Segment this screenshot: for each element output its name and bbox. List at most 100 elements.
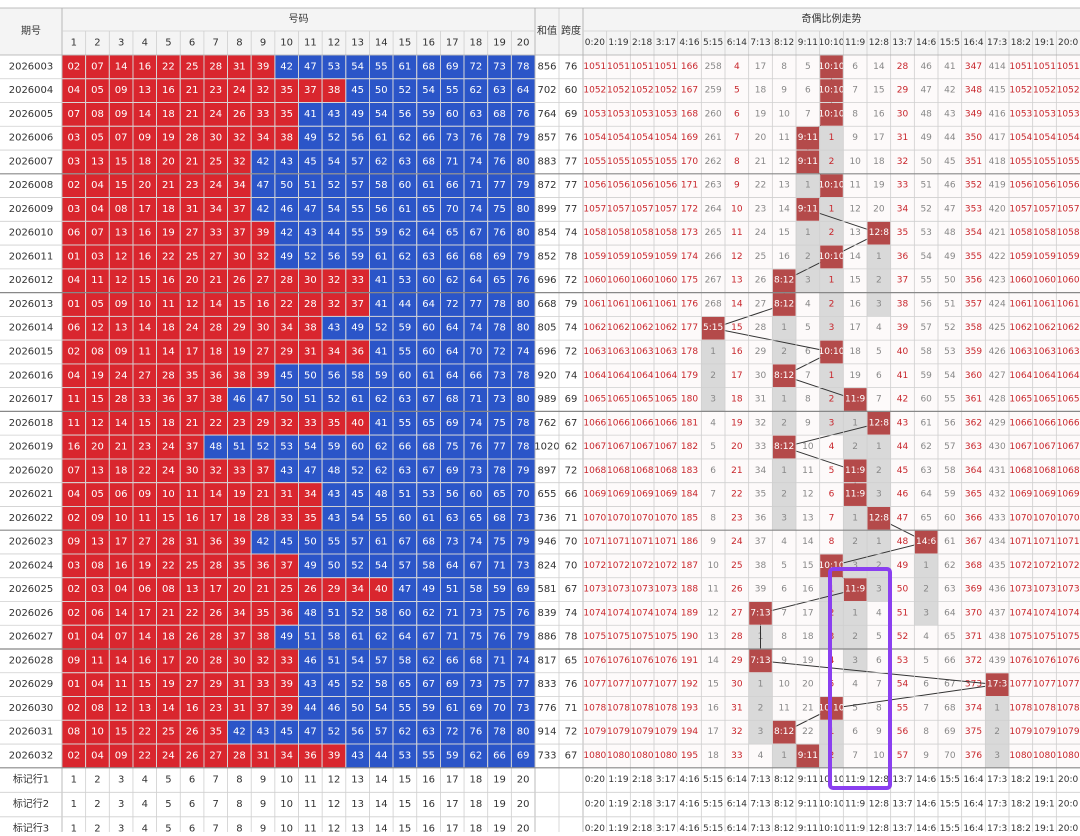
number: 23 bbox=[209, 703, 222, 714]
number: 63 bbox=[422, 251, 435, 262]
omission: 436 bbox=[989, 585, 1006, 595]
number: 28 bbox=[115, 394, 128, 405]
number-col-label: 17 bbox=[446, 38, 459, 49]
number: 17 bbox=[115, 537, 128, 548]
omission: 7 bbox=[852, 86, 858, 96]
number: 12 bbox=[186, 299, 199, 310]
omission: 29 bbox=[897, 86, 909, 96]
omission: 29 bbox=[731, 656, 743, 666]
omission: 350 bbox=[965, 133, 982, 143]
omission: 169 bbox=[681, 133, 698, 143]
number: 28 bbox=[280, 275, 293, 286]
period: 2026032 bbox=[9, 750, 54, 761]
number: 65 bbox=[493, 489, 506, 500]
omission: 1 bbox=[829, 371, 835, 381]
number: 09 bbox=[91, 513, 104, 524]
marker-number: 13 bbox=[351, 799, 364, 810]
number: 51 bbox=[328, 655, 341, 666]
number: 16 bbox=[67, 442, 80, 453]
span: 71 bbox=[565, 703, 578, 714]
number: 22 bbox=[280, 299, 293, 310]
number: 61 bbox=[375, 537, 388, 548]
omission: 1067 bbox=[1009, 442, 1032, 452]
number: 58 bbox=[375, 679, 388, 690]
omission: 9 bbox=[781, 86, 787, 96]
omission: 185 bbox=[681, 513, 698, 523]
omission: 18 bbox=[731, 395, 743, 405]
hit-cell bbox=[867, 506, 891, 530]
number: 66 bbox=[493, 750, 506, 761]
number: 29 bbox=[209, 679, 222, 690]
number: 17 bbox=[138, 608, 151, 619]
marker-number: 18 bbox=[470, 799, 483, 810]
omission: 1065 bbox=[1033, 395, 1056, 405]
omission: 1073 bbox=[631, 585, 654, 595]
number: 35 bbox=[233, 560, 246, 571]
hit-cell bbox=[796, 126, 820, 150]
number: 52 bbox=[328, 394, 341, 405]
number: 68 bbox=[422, 61, 435, 72]
number: 09 bbox=[115, 347, 128, 358]
marker-number: 8 bbox=[236, 824, 242, 832]
omission: 353 bbox=[965, 204, 982, 214]
omission: 4 bbox=[876, 608, 882, 618]
omission: 4 bbox=[758, 751, 764, 761]
number: 38 bbox=[328, 85, 341, 96]
number: 61 bbox=[399, 61, 412, 72]
number-col-label: 19 bbox=[493, 38, 506, 49]
number: 25 bbox=[280, 584, 293, 595]
number: 28 bbox=[209, 632, 222, 643]
number: 34 bbox=[233, 608, 246, 619]
marker-ratio: 17:3 bbox=[987, 824, 1007, 832]
marker-number: 11 bbox=[304, 799, 317, 810]
number: 19 bbox=[233, 489, 246, 500]
span: 69 bbox=[565, 109, 578, 120]
marker-number: 10 bbox=[280, 799, 293, 810]
marker-number: 11 bbox=[304, 775, 317, 786]
span: 78 bbox=[565, 632, 578, 643]
hit-ratio: 10:10 bbox=[819, 86, 845, 96]
omission: 1080 bbox=[1009, 751, 1032, 761]
number: 24 bbox=[209, 109, 222, 120]
number: 78 bbox=[493, 465, 506, 476]
number: 38 bbox=[257, 632, 270, 643]
number: 13 bbox=[186, 584, 199, 595]
omission: 48 bbox=[944, 228, 956, 238]
number: 56 bbox=[446, 489, 459, 500]
number: 75 bbox=[446, 442, 459, 453]
omission: 6 bbox=[876, 656, 882, 666]
marker-number: 13 bbox=[351, 824, 364, 832]
number: 65 bbox=[422, 418, 435, 429]
number: 45 bbox=[304, 156, 317, 167]
omission: 414 bbox=[989, 62, 1006, 72]
number: 71 bbox=[446, 608, 459, 619]
marker-ratio: 10:10 bbox=[819, 824, 845, 832]
marker-ratio: 11:9 bbox=[845, 775, 865, 785]
period: 2026008 bbox=[9, 180, 54, 191]
marker-ratio: 12:8 bbox=[869, 824, 889, 832]
omission: 68 bbox=[944, 703, 956, 713]
number: 16 bbox=[162, 275, 175, 286]
number: 09 bbox=[115, 750, 128, 761]
number: 09 bbox=[115, 299, 128, 310]
number: 80 bbox=[517, 323, 530, 334]
omission: 438 bbox=[989, 632, 1006, 642]
number-col-label: 14 bbox=[375, 38, 388, 49]
number: 01 bbox=[67, 632, 80, 643]
number: 74 bbox=[517, 655, 530, 666]
number: 77 bbox=[493, 180, 506, 191]
number: 55 bbox=[351, 228, 364, 239]
omission: 1072 bbox=[1057, 561, 1080, 571]
number: 76 bbox=[517, 109, 530, 120]
number: 21 bbox=[162, 608, 175, 619]
span: 76 bbox=[565, 61, 578, 72]
number: 08 bbox=[115, 204, 128, 215]
omission: 1066 bbox=[1057, 418, 1080, 428]
number: 63 bbox=[399, 465, 412, 476]
hit-ratio: 11:9 bbox=[845, 395, 865, 405]
omission: 52 bbox=[897, 632, 908, 642]
hit-cell bbox=[701, 316, 725, 340]
marker-ratio: 17:3 bbox=[987, 800, 1007, 810]
omission: 3 bbox=[710, 395, 716, 405]
omission: 1051 bbox=[583, 62, 606, 72]
